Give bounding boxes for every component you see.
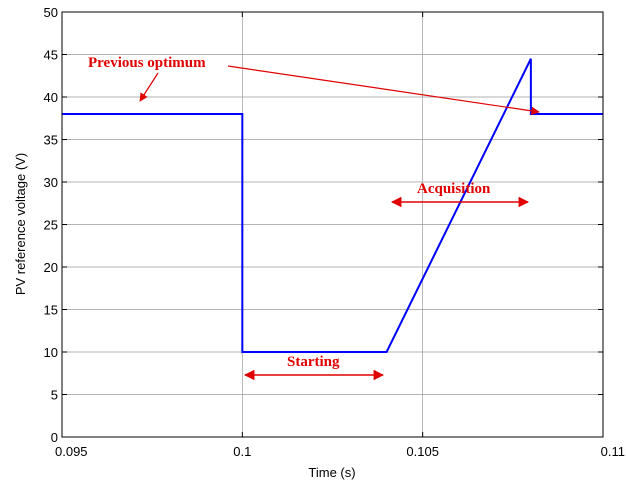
y-tick-label: 30: [44, 175, 58, 190]
y-tick-label: 25: [44, 218, 58, 233]
y-tick-label: 50: [44, 5, 58, 20]
x-tick-label: 0.095: [55, 444, 88, 459]
ticks: 0 5 10 15 20 25 30 35 40 45 50 0.095 0.1 0.105 0.11: [44, 5, 625, 459]
y-tick-label: 20: [44, 260, 58, 275]
annotation-previous-optimum-arrow-left: [139, 72, 159, 102]
y-axis-label: PV reference voltage (V): [13, 153, 28, 295]
y-tick-label: 0: [51, 430, 58, 445]
annotation-previous-optimum-label: Previous optimum: [88, 55, 206, 71]
y-tick-label: 5: [51, 388, 58, 403]
y-tick-label: 15: [44, 303, 58, 318]
x-tick-label: 0.105: [406, 444, 439, 459]
annotation-previous-optimum-arrow-right: [227, 65, 540, 116]
annotation-previous-optimum: Previous optimum: [88, 55, 540, 116]
series-layer: [62, 58, 603, 353]
x-axis-label: Time (s): [308, 465, 355, 480]
x-tick-label: 0.1: [233, 444, 251, 459]
y-tick-label: 40: [44, 90, 58, 105]
y-tick-label: 10: [44, 345, 58, 360]
y-tick-label: 45: [44, 48, 58, 63]
y-tick-label: 35: [44, 133, 58, 148]
x-tick-label: 0.11: [601, 444, 625, 459]
annotation-acquisition-label: Acquisition: [417, 181, 491, 197]
series-line: [62, 58, 603, 353]
annotation-acquisition: Acquisition: [390, 181, 530, 208]
annotation-starting-label: Starting: [287, 354, 340, 370]
annotation-starting: Starting: [243, 354, 385, 381]
